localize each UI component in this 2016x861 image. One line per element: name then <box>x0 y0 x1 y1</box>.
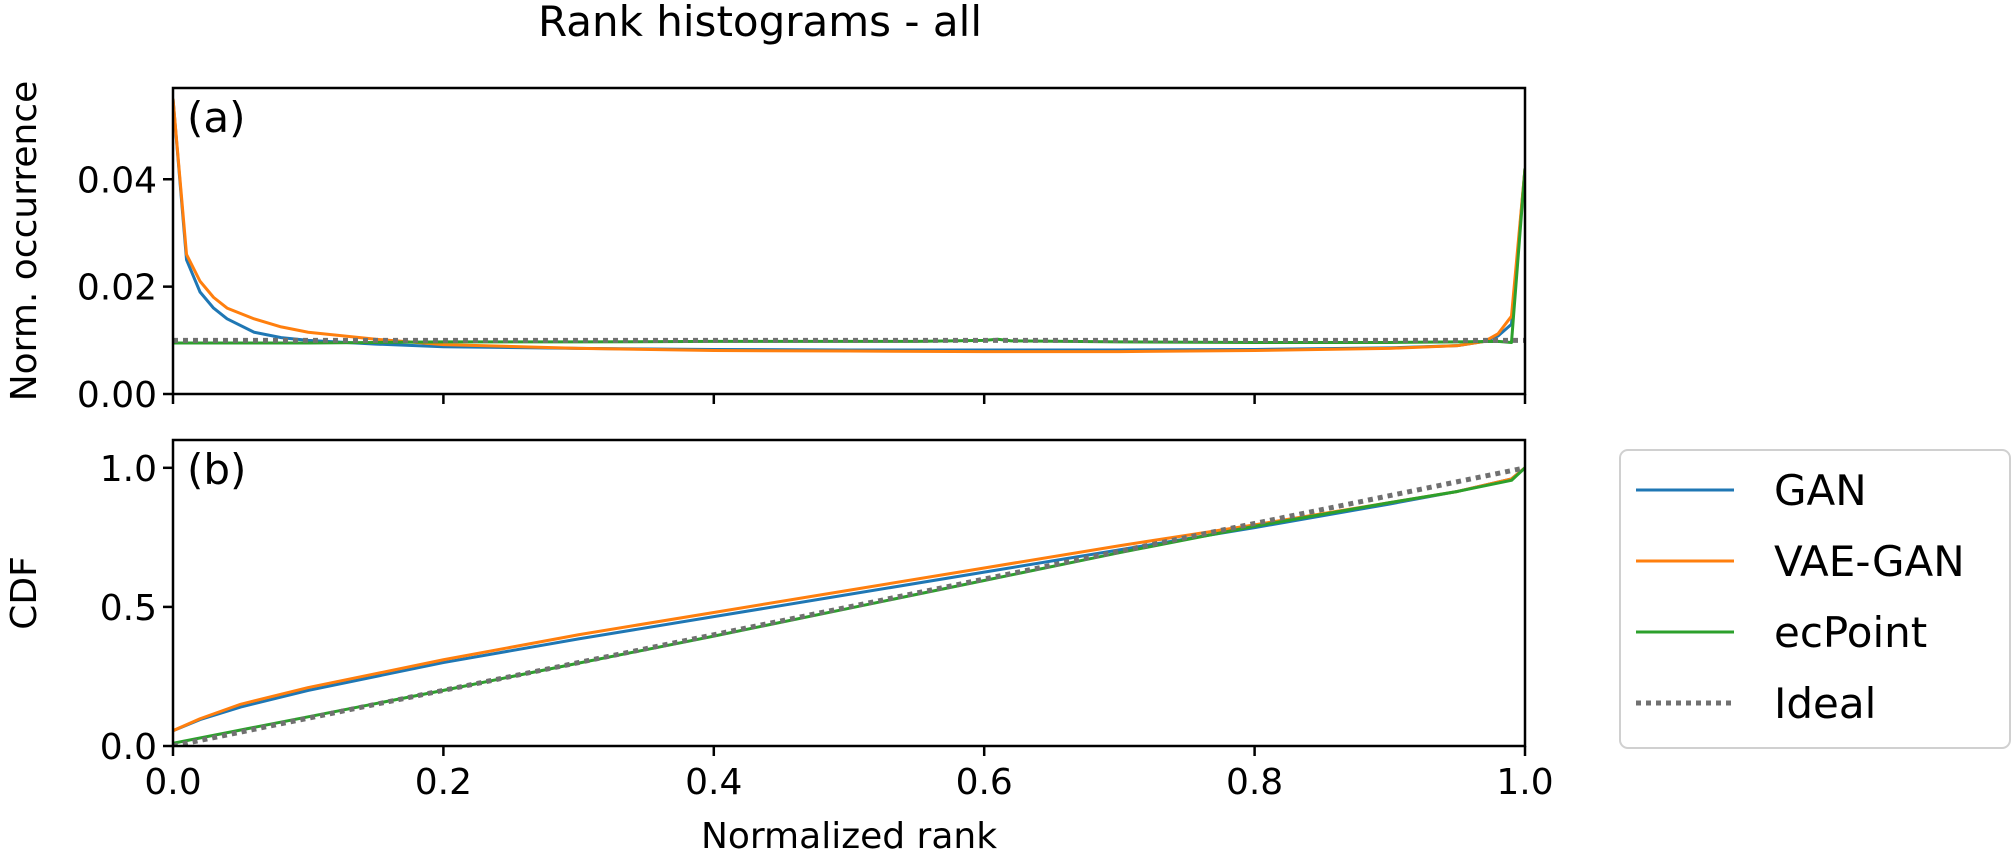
y-tick-label: 0.00 <box>77 375 157 416</box>
y-axis-label: CDF <box>4 556 45 630</box>
plot-frame <box>171 438 1527 748</box>
y-tick-label: 0.02 <box>77 268 157 309</box>
series-line-ecpoint <box>173 466 1525 745</box>
panel-a-rank-histogram: 0.00 0.02 0.04 (a) Norm. occurrence <box>4 81 1527 416</box>
x-tick-label: 0.0 <box>144 762 201 803</box>
legend-label-ideal: Ideal <box>1774 679 1876 728</box>
x-tick-label: 0.6 <box>956 762 1013 803</box>
plot-frame <box>171 86 1527 396</box>
y-tick-label: 0.5 <box>100 588 157 629</box>
series-line-ideal <box>173 465 1525 746</box>
y-tick-label: 0.04 <box>77 160 157 201</box>
panel-tag: (a) <box>187 93 246 142</box>
legend: GAN VAE-GAN ecPoint Ideal <box>1619 449 2011 749</box>
series-line-ecpoint <box>173 168 1525 345</box>
chart-title: Rank histograms - all <box>538 0 982 46</box>
legend-frame <box>1619 449 2011 749</box>
series-line-vae-gan <box>173 98 1525 354</box>
x-tick-label: 0.4 <box>685 762 742 803</box>
legend-label-vae-gan: VAE-GAN <box>1774 537 1965 586</box>
y-tick-label: 1.0 <box>100 449 157 490</box>
x-tick-label: 0.8 <box>1226 762 1283 803</box>
x-axis-label: Normalized rank <box>701 816 997 857</box>
panel-tag: (b) <box>187 445 246 494</box>
x-tick-label: 0.2 <box>415 762 472 803</box>
series-line-gan <box>173 98 1525 352</box>
legend-label-ecpoint: ecPoint <box>1774 608 1927 657</box>
x-tick-label: 1.0 <box>1496 762 1553 803</box>
y-tick-label: 0.0 <box>100 727 157 768</box>
y-axis-label: Norm. occurrence <box>4 81 45 402</box>
panel-b-cdf: 0.0 0.2 0.4 0.6 0.8 1.0 0.0 0.5 1.0 (b) CDF Normali… <box>4 438 1554 857</box>
legend-label-gan: GAN <box>1774 466 1867 515</box>
